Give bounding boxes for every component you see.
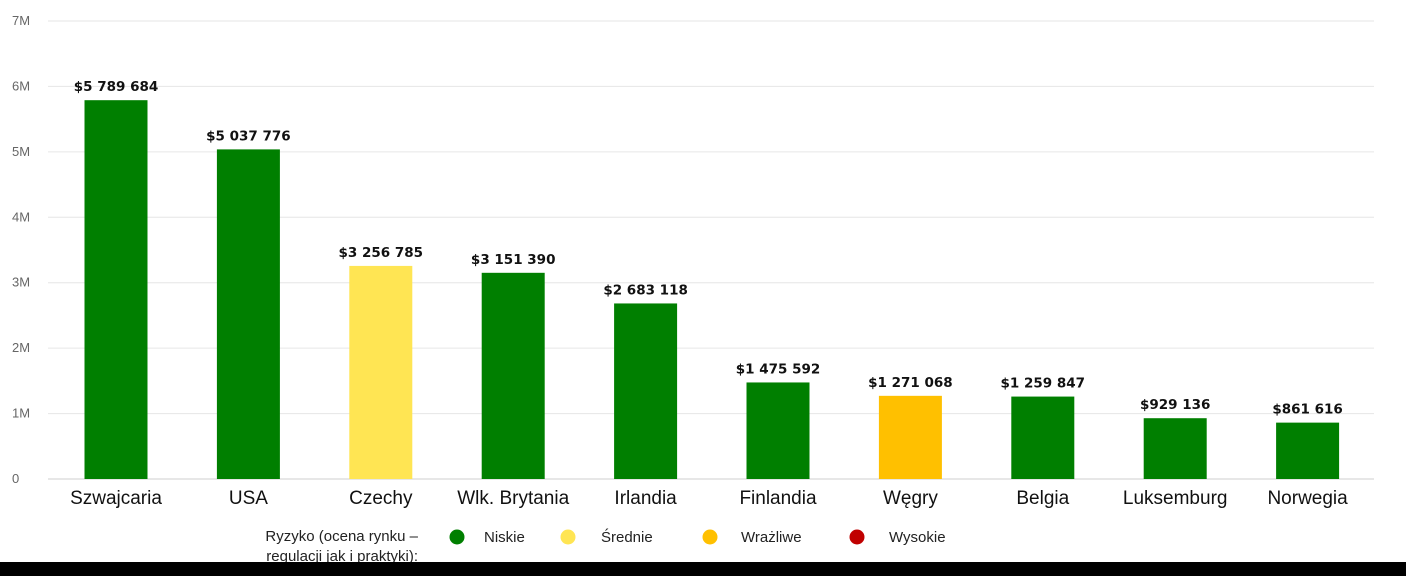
legend-marker bbox=[449, 529, 465, 545]
legend-label: Średnie bbox=[601, 528, 653, 546]
bottom-band bbox=[0, 562, 1406, 576]
y-tick-label: 2M bbox=[12, 340, 30, 355]
legend-marker bbox=[560, 529, 576, 545]
bars bbox=[84, 100, 1340, 480]
bar bbox=[746, 382, 810, 479]
y-tick-label: 6M bbox=[12, 78, 30, 93]
x-axis: Szwajcaria USA Czechy Wlk. Brytania Irlandia… bbox=[70, 488, 1348, 509]
y-tick-label: 0 bbox=[12, 471, 19, 486]
y-axis: 0 1M 2M 3M 4M 5M 6M 7M bbox=[12, 13, 30, 486]
x-tick-label: Czechy bbox=[349, 488, 413, 509]
data-label: $929 136 bbox=[1140, 397, 1210, 413]
x-tick-label: Luksemburg bbox=[1123, 488, 1228, 509]
x-tick-label: Belgia bbox=[1016, 488, 1069, 509]
bar bbox=[216, 149, 280, 480]
data-label: $1 259 847 bbox=[1001, 376, 1086, 392]
legend-marker bbox=[702, 529, 718, 545]
data-label: $3 151 390 bbox=[471, 252, 556, 268]
bar bbox=[349, 265, 413, 479]
x-tick-label: USA bbox=[229, 488, 268, 509]
bar bbox=[1143, 418, 1207, 479]
x-tick-label: Szwajcaria bbox=[70, 488, 162, 509]
y-tick-label: 5M bbox=[12, 144, 30, 159]
data-label: $3 256 785 bbox=[339, 245, 424, 261]
x-tick-label: Irlandia bbox=[614, 488, 677, 509]
legend-title-line-2: regulacji jak i praktyki): bbox=[266, 548, 418, 565]
data-label: $2 683 118 bbox=[603, 282, 688, 298]
legend-marker bbox=[849, 529, 865, 545]
legend-label: Wysokie bbox=[889, 529, 946, 546]
y-tick-label: 3M bbox=[12, 275, 30, 290]
x-tick-label: Wlk. Brytania bbox=[457, 488, 569, 509]
legend-label: Wrażliwe bbox=[741, 529, 802, 546]
x-tick-label: Węgry bbox=[883, 488, 938, 509]
legend-title-line-1: Ryzyko (ocena rynku – bbox=[265, 528, 418, 545]
bar bbox=[878, 395, 942, 479]
bar bbox=[84, 100, 148, 480]
x-tick-label: Norwegia bbox=[1267, 488, 1348, 509]
data-label: $1 271 068 bbox=[868, 375, 953, 391]
data-label: $1 475 592 bbox=[736, 361, 821, 377]
y-tick-label: 1M bbox=[12, 406, 30, 421]
legend-label: Niskie bbox=[484, 529, 525, 546]
value-labels: $5 789 684 $5 037 776 $3 256 785 $3 151 390… bbox=[74, 79, 1343, 417]
y-tick-label: 4M bbox=[12, 209, 30, 224]
bar bbox=[481, 272, 545, 479]
bar bbox=[1011, 396, 1075, 479]
bar bbox=[614, 303, 678, 479]
data-label: $861 616 bbox=[1272, 402, 1342, 418]
y-tick-label: 7M bbox=[12, 13, 30, 28]
legend: Ryzyko (ocena rynku – regulacji jak i pr… bbox=[265, 528, 945, 565]
x-tick-label: Finlandia bbox=[739, 488, 817, 509]
bar bbox=[1276, 422, 1340, 479]
data-label: $5 789 684 bbox=[74, 79, 159, 95]
data-label: $5 037 776 bbox=[206, 128, 291, 144]
